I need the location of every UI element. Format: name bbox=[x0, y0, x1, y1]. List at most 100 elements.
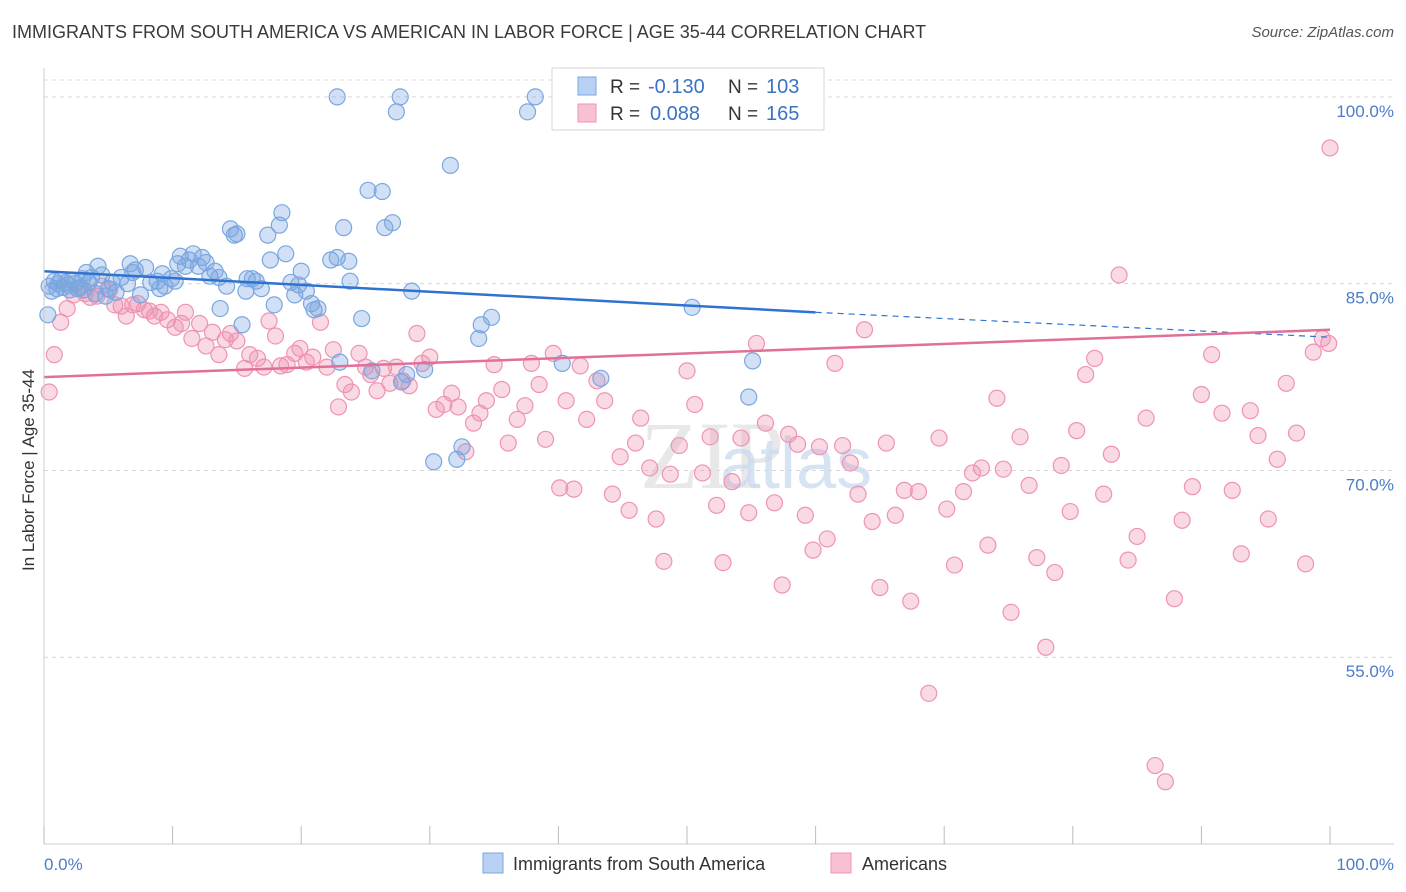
data-point bbox=[228, 332, 246, 350]
y-tick-labels: 55.0% 70.0% 85.0% 100.0% bbox=[1336, 102, 1394, 681]
data-point bbox=[304, 348, 322, 366]
data-point bbox=[1028, 549, 1046, 567]
immigrants-points bbox=[39, 88, 762, 471]
data-point bbox=[1268, 450, 1286, 468]
data-point bbox=[265, 296, 283, 314]
data-point bbox=[565, 480, 583, 498]
data-point bbox=[266, 327, 285, 345]
data-point bbox=[286, 344, 304, 363]
source-label: Source: ZipAtlas.com bbox=[1251, 24, 1394, 41]
data-point bbox=[383, 214, 402, 232]
data-point bbox=[1011, 428, 1029, 446]
data-point bbox=[841, 454, 859, 472]
data-point bbox=[342, 383, 360, 401]
data-point bbox=[557, 392, 575, 410]
data-point bbox=[1213, 404, 1231, 422]
data-point bbox=[1321, 139, 1339, 157]
data-point bbox=[1192, 385, 1211, 404]
data-point bbox=[963, 464, 982, 482]
legend-n-label-2: N = bbox=[728, 104, 758, 125]
data-point bbox=[166, 272, 184, 290]
data-point bbox=[203, 323, 222, 341]
legend-n-label-1: N = bbox=[728, 77, 758, 98]
americans-points bbox=[40, 139, 1339, 791]
data-point bbox=[972, 459, 991, 477]
data-point bbox=[1203, 346, 1221, 364]
data-point bbox=[765, 494, 784, 512]
legend-r-label-2: R = bbox=[610, 104, 640, 125]
data-point bbox=[470, 329, 488, 348]
data-point bbox=[273, 204, 291, 222]
data-point bbox=[743, 352, 762, 370]
data-point bbox=[210, 346, 228, 364]
data-point bbox=[1137, 409, 1155, 427]
data-point bbox=[106, 296, 124, 314]
data-point bbox=[335, 219, 353, 237]
data-point bbox=[747, 334, 766, 353]
data-point bbox=[592, 369, 610, 387]
data-point bbox=[571, 357, 589, 375]
data-point bbox=[994, 460, 1012, 478]
data-point bbox=[826, 354, 844, 372]
data-point bbox=[86, 285, 105, 303]
legend-swatch-pink bbox=[577, 103, 597, 123]
data-point bbox=[678, 362, 696, 380]
data-point bbox=[1128, 527, 1146, 546]
data-point bbox=[1020, 476, 1038, 494]
data-point bbox=[1165, 590, 1183, 608]
data-point bbox=[309, 299, 327, 318]
data-point bbox=[425, 453, 443, 471]
data-point bbox=[732, 429, 750, 447]
data-point bbox=[328, 88, 346, 106]
trend-line-immigrants bbox=[43, 269, 816, 314]
data-point bbox=[1183, 478, 1201, 496]
data-point bbox=[368, 382, 386, 400]
data-point bbox=[740, 504, 758, 522]
data-point bbox=[661, 465, 679, 483]
data-point bbox=[1173, 511, 1191, 529]
data-point bbox=[945, 556, 964, 574]
data-point bbox=[292, 262, 310, 280]
data-point bbox=[518, 103, 537, 121]
data-point bbox=[1037, 638, 1055, 656]
bottom-legend-swatch-pink bbox=[830, 852, 852, 874]
x-tick-max: 100.0% bbox=[1336, 855, 1394, 874]
data-point bbox=[331, 353, 349, 371]
data-point bbox=[1077, 365, 1095, 384]
data-point bbox=[849, 485, 867, 503]
data-point bbox=[228, 225, 246, 243]
data-point bbox=[930, 429, 948, 447]
data-point bbox=[938, 500, 956, 518]
data-point bbox=[1146, 756, 1164, 775]
data-point bbox=[1095, 485, 1113, 503]
data-point bbox=[126, 261, 144, 279]
data-point bbox=[1002, 603, 1020, 622]
data-point bbox=[1249, 426, 1267, 445]
bottom-legend-americans: Americans bbox=[862, 854, 947, 874]
data-point bbox=[796, 506, 814, 524]
data-point bbox=[45, 346, 63, 364]
data-point bbox=[1232, 545, 1250, 563]
data-point bbox=[353, 309, 371, 328]
data-point bbox=[707, 496, 726, 514]
data-point bbox=[920, 684, 938, 702]
trend-lines bbox=[43, 269, 1331, 379]
chart-title: IMMIGRANTS FROM SOUTH AMERICA VS AMERICA… bbox=[12, 22, 927, 42]
data-point bbox=[255, 358, 273, 376]
data-point bbox=[39, 306, 57, 324]
data-point bbox=[363, 362, 381, 380]
data-point bbox=[536, 430, 555, 448]
data-point bbox=[1110, 266, 1128, 284]
trend-line-americans bbox=[43, 328, 1331, 379]
data-point bbox=[248, 349, 267, 367]
data-point bbox=[655, 552, 673, 570]
data-point bbox=[453, 438, 471, 456]
data-point bbox=[714, 553, 732, 572]
data-point bbox=[516, 397, 534, 415]
bottom-legend-swatch-blue bbox=[482, 852, 504, 874]
data-point bbox=[391, 88, 409, 106]
data-point bbox=[508, 410, 526, 428]
data-point bbox=[670, 436, 688, 455]
data-point bbox=[1223, 481, 1241, 499]
data-point bbox=[578, 410, 596, 428]
